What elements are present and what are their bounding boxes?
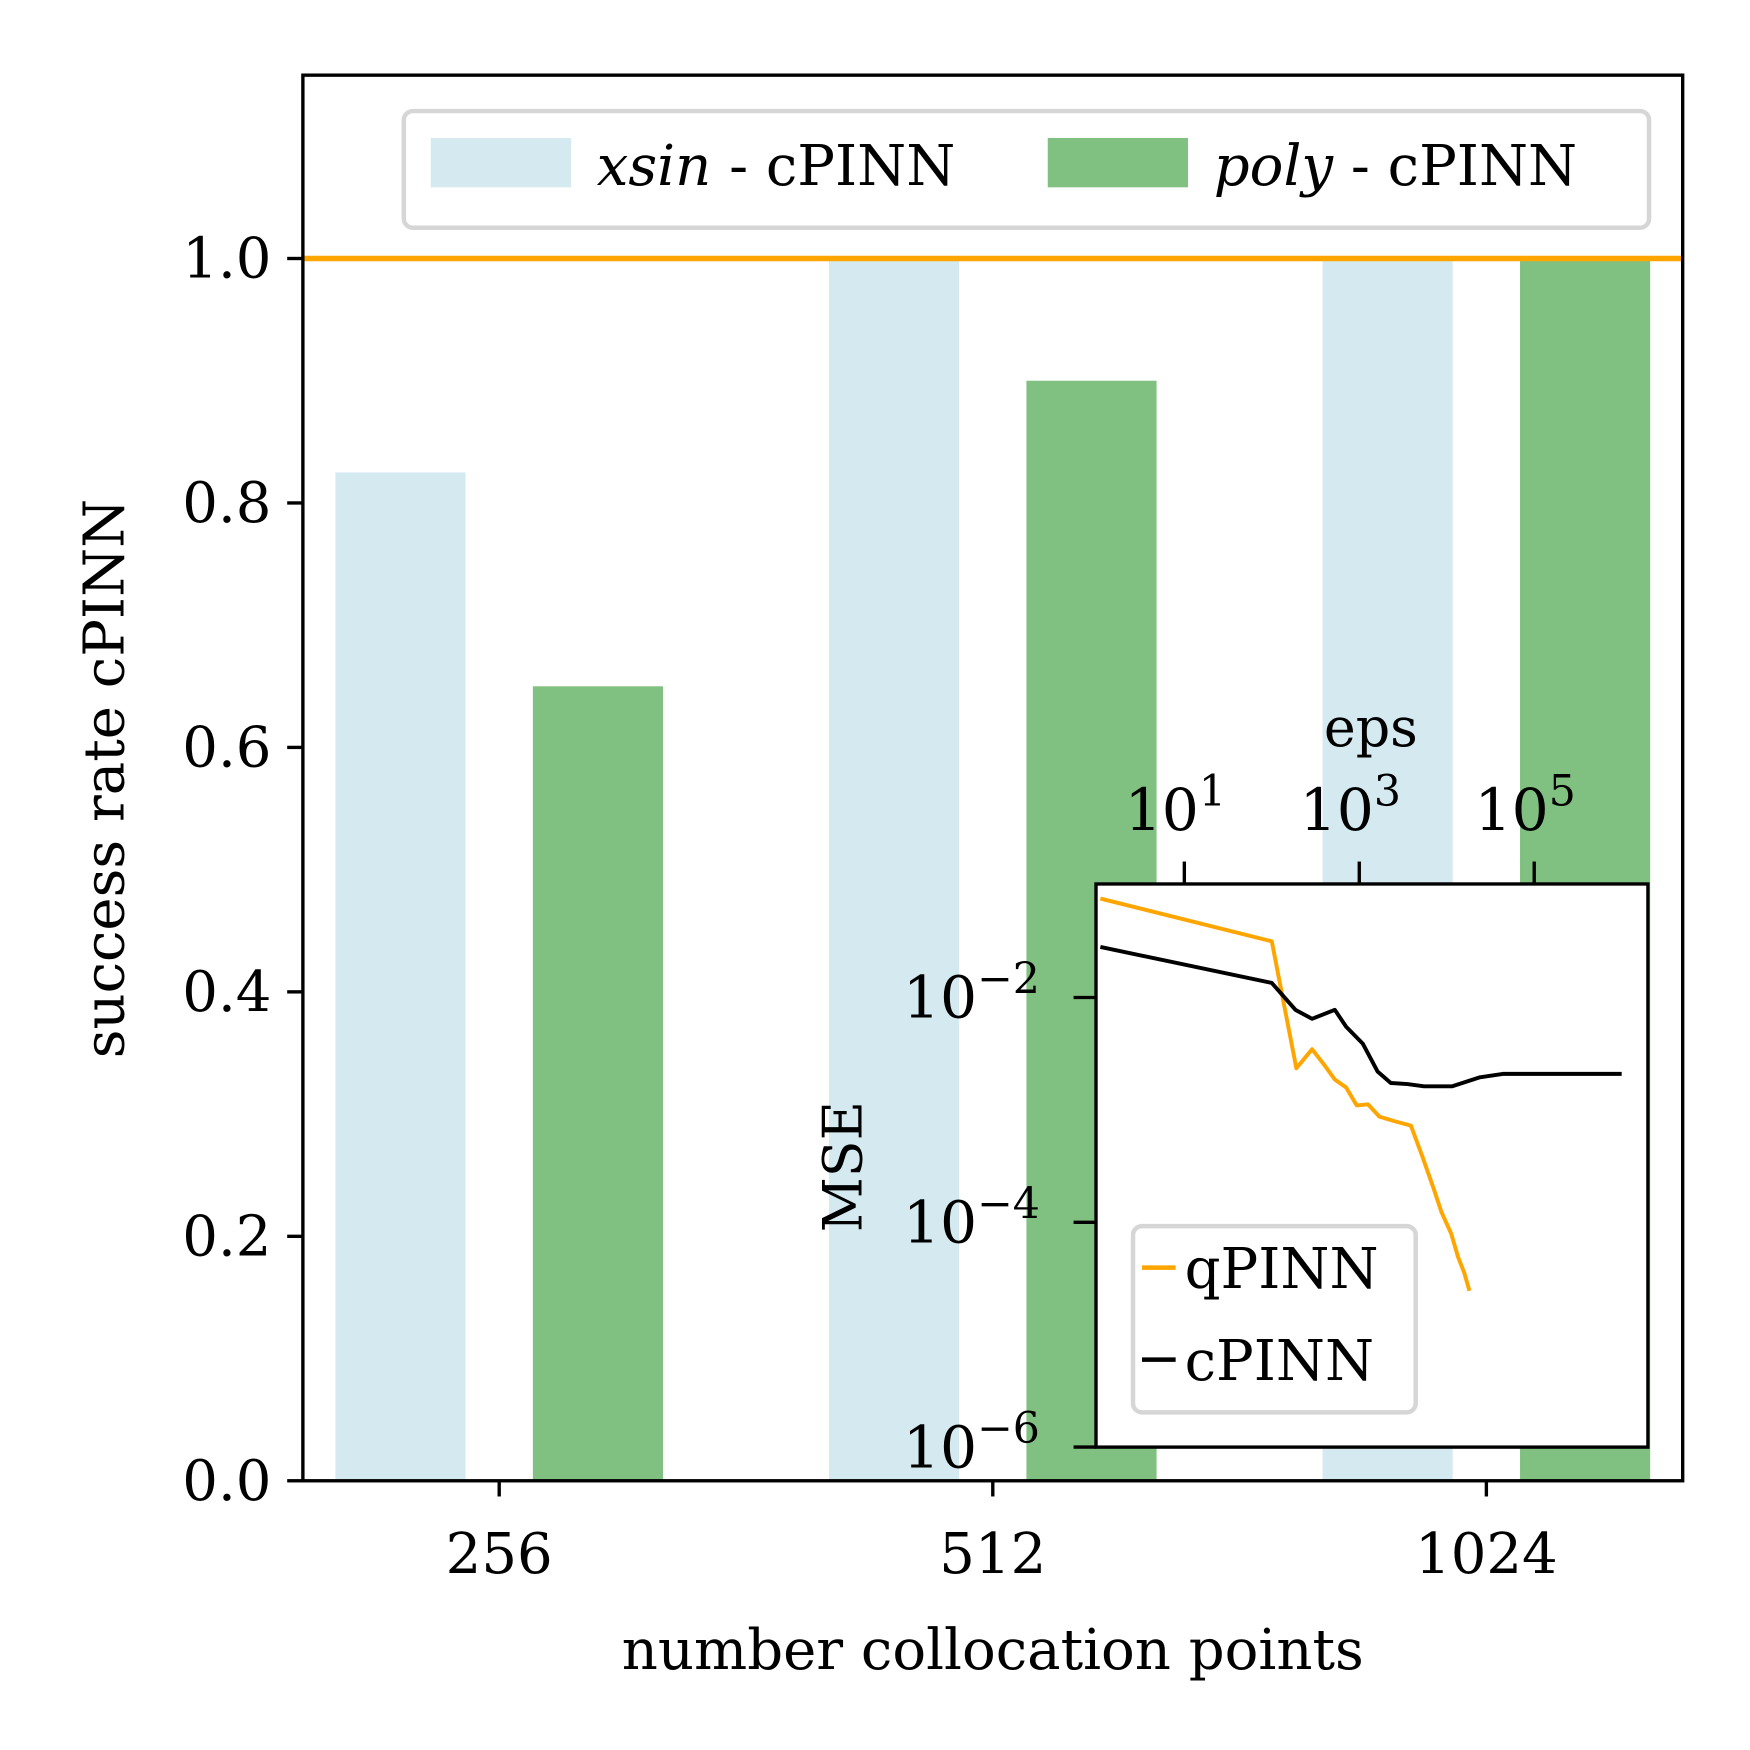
legend-label-rest: - cPINN — [711, 134, 955, 199]
inset-x-tick-label-base: 10 — [1300, 776, 1374, 844]
x-tick-label: 256 — [446, 1522, 553, 1587]
legend-swatch-xsin — [430, 137, 571, 188]
bar-xsin-512 — [829, 258, 960, 1481]
inset-y-tick-label: 10−6 — [903, 1404, 1040, 1482]
main-chart: 0.0 0.2 0.4 0.6 0.8 1.0 256 512 1024 number collo… — [72, 73, 1685, 1683]
inset-x-tick-label-base: 10 — [1125, 776, 1199, 844]
inset-x-tick-label: 101 — [1125, 766, 1226, 844]
inset-y-tick-label-base: 10 — [903, 1413, 977, 1481]
inset-legend-label-cPINN: cPINN — [1185, 1329, 1374, 1394]
inset-y-tick-label-base: 10 — [903, 1189, 977, 1257]
inset-y-tick-label: 10−4 — [903, 1179, 1040, 1257]
inset-y-tick-label-exponent: −2 — [977, 954, 1040, 1004]
inset-legend-label-qPINN: qPINN — [1185, 1237, 1379, 1302]
x-tick-label: 1024 — [1415, 1522, 1558, 1587]
inset-x-tick-label-exponent: 1 — [1199, 766, 1226, 816]
x-tick-label: 512 — [939, 1522, 1046, 1587]
inset-y-tick-label-exponent: −4 — [977, 1179, 1040, 1229]
line-cPINN — [1099, 944, 1622, 1089]
inset-legend: qPINN cPINN — [1130, 1223, 1418, 1415]
inset-y-axis-label: MSE — [812, 1101, 875, 1232]
y-tick-label: 0.8 — [182, 471, 271, 536]
y-tick-label: 1.0 — [182, 227, 271, 292]
inset-x-tick-label-exponent: 5 — [1549, 766, 1576, 816]
y-tick-label: 0.0 — [182, 1449, 271, 1514]
line-qPINN — [1099, 896, 1472, 1292]
legend-label-italic: xsin — [597, 134, 711, 199]
y-tick-label: 0.6 — [182, 715, 271, 780]
bar-xsin-256 — [335, 472, 466, 1481]
inset-legend-frame — [1130, 1223, 1418, 1415]
bar-poly-256 — [532, 686, 663, 1481]
legend: xsin - cPINN poly - cPINN — [401, 108, 1652, 230]
x-axis-label: number collocation points — [622, 1618, 1364, 1683]
inset-y-tick-label-base: 10 — [903, 964, 977, 1032]
y-axis-label: success rate cPINN — [72, 499, 137, 1059]
legend-label-poly: poly - cPINN — [1214, 134, 1577, 199]
inset-x-axis-label: eps — [1324, 696, 1418, 759]
legend-label-xsin: xsin - cPINN — [597, 134, 956, 199]
legend-frame — [401, 108, 1652, 230]
inset-frame — [1094, 882, 1650, 1449]
legend-swatch-poly — [1047, 137, 1188, 188]
legend-label-italic: poly — [1214, 134, 1335, 199]
legend-label-rest: - cPINN — [1333, 134, 1577, 199]
y-tick-label: 0.4 — [182, 960, 271, 1025]
inset-x-tick-label-base: 10 — [1475, 776, 1549, 844]
inset-y-tick-label: 10−2 — [903, 954, 1040, 1032]
y-tick-label: 0.2 — [182, 1204, 271, 1269]
inset-x-tick-label-exponent: 3 — [1374, 766, 1401, 816]
inset-x-tick-label: 105 — [1475, 766, 1576, 844]
inset-y-tick-label-exponent: −6 — [977, 1404, 1040, 1454]
inset-x-tick-label: 103 — [1300, 766, 1401, 844]
